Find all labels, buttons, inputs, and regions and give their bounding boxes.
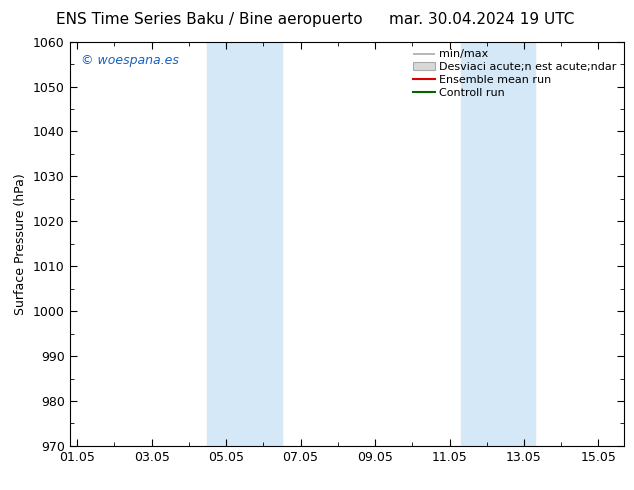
Text: © woespana.es: © woespana.es [81,54,179,67]
Text: ENS Time Series Baku / Bine aeropuerto: ENS Time Series Baku / Bine aeropuerto [56,12,363,27]
Bar [207,42,282,446]
Text: mar. 30.04.2024 19 UTC: mar. 30.04.2024 19 UTC [389,12,574,27]
Bar [461,42,535,446]
Legend: min/max, Desviaci acute;n est acute;ndar, Ensemble mean run, Controll run: min/max, Desviaci acute;n est acute;ndar… [410,47,619,100]
Y-axis label: Surface Pressure (hPa): Surface Pressure (hPa) [15,173,27,315]
